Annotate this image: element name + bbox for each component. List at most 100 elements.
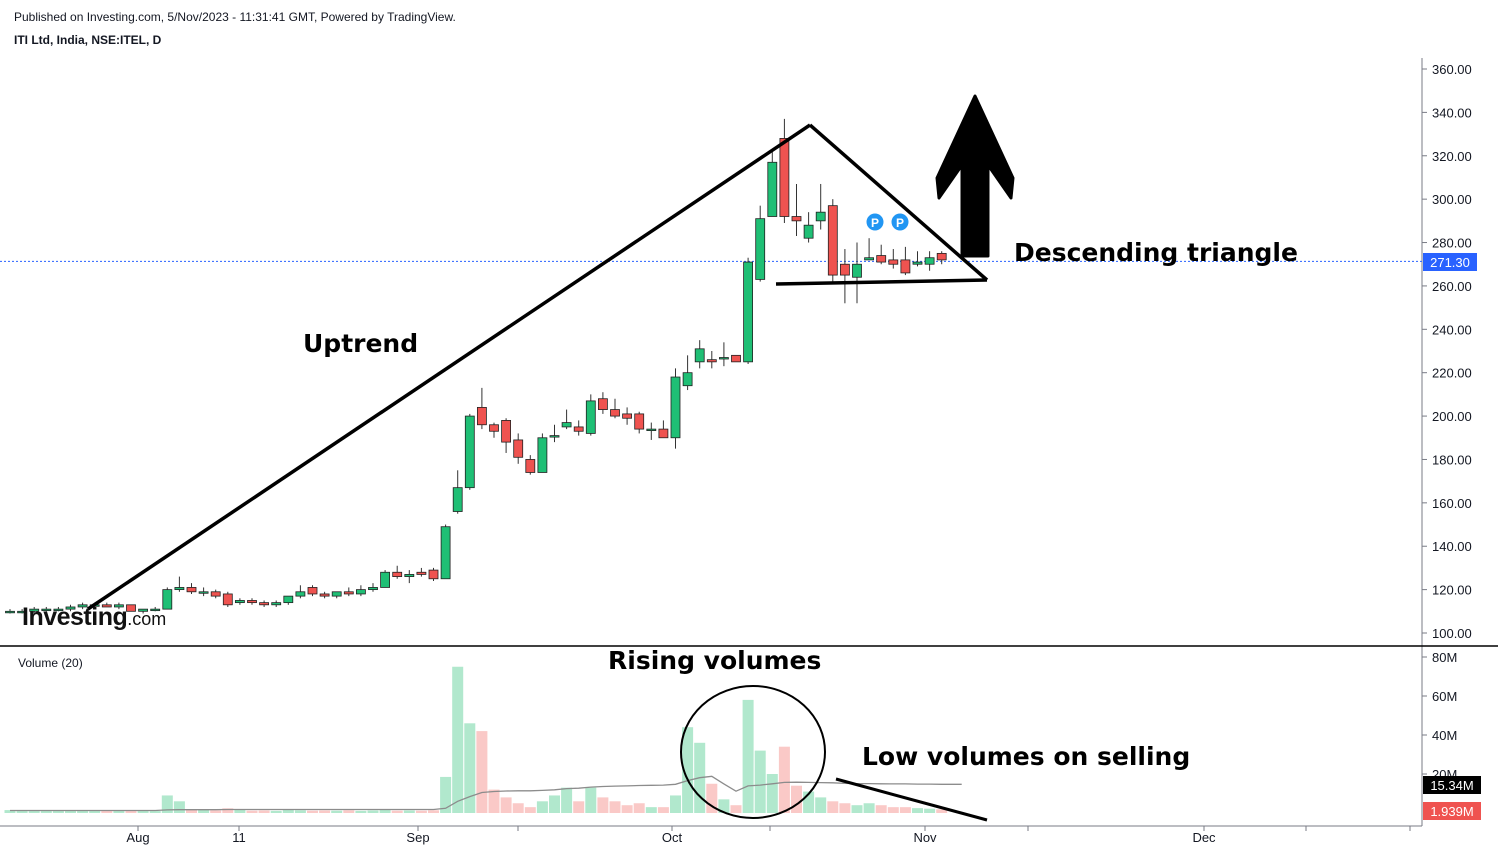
volume-bar <box>536 801 548 813</box>
svg-text:1.939M: 1.939M <box>1430 804 1473 819</box>
candle-up <box>29 608 40 612</box>
volume-bar <box>101 810 113 813</box>
volume-label: Volume (20) <box>18 656 83 670</box>
symbol-title: ITI Ltd, India, NSE:ITEL, D <box>14 33 162 47</box>
pivot-marker[interactable]: P <box>891 213 909 231</box>
volume-bar <box>52 810 64 813</box>
candle-down <box>827 205 838 276</box>
volume-bar <box>319 810 331 813</box>
volume-bar <box>307 810 318 813</box>
volume-bar <box>682 727 694 813</box>
price-tick-label: 220.00 <box>1432 366 1472 381</box>
volume-bar <box>827 801 839 813</box>
candle-up <box>440 526 451 580</box>
svg-text:P: P <box>871 216 879 230</box>
volume-bar <box>186 809 197 813</box>
candle-down <box>900 259 911 274</box>
volume-bar <box>936 809 948 813</box>
price-tick-label: 240.00 <box>1432 322 1472 337</box>
uptrend-label: Uptrend <box>303 329 418 358</box>
volume-bar <box>815 797 827 813</box>
rising-volumes-circle <box>680 685 826 819</box>
svg-text:15.34M: 15.34M <box>1430 778 1473 793</box>
volume-bar <box>512 803 524 813</box>
volume-sma-line <box>10 775 962 812</box>
volume-bar <box>476 731 488 813</box>
candle-up <box>295 591 306 597</box>
candle-up <box>198 591 209 594</box>
volume-bar <box>633 803 645 813</box>
price-tick-label: 120.00 <box>1432 583 1472 598</box>
candle-up <box>864 257 874 261</box>
volume-bar <box>65 810 76 813</box>
candle-down <box>791 216 802 222</box>
volume-bars <box>4 666 948 813</box>
volume-bar <box>355 810 367 813</box>
candle-down <box>634 413 645 430</box>
candle-up <box>755 218 766 280</box>
volume-bar <box>609 801 621 813</box>
candle-up <box>234 600 245 604</box>
volume-bar <box>488 789 500 813</box>
candle-up <box>5 610 15 614</box>
price-tick-label: 340.00 <box>1432 105 1472 120</box>
candle-up <box>283 595 294 604</box>
volume-bar <box>391 810 403 813</box>
volume-bar <box>924 808 936 813</box>
candle-down <box>622 413 632 419</box>
candle-up <box>646 428 657 431</box>
candle-up <box>912 261 923 265</box>
volume-bar <box>791 785 802 813</box>
volume-bar <box>670 795 681 813</box>
breakout-arrow-icon <box>935 94 1015 258</box>
time-tick-label: Sep <box>406 830 429 845</box>
candle-up <box>17 610 28 614</box>
candle-down <box>936 252 947 261</box>
candle-down <box>598 398 608 410</box>
last-volume-badge: 15.34M <box>1423 776 1481 794</box>
candle-down <box>731 354 741 363</box>
volume-bar <box>113 810 125 813</box>
volume-bar <box>621 805 633 813</box>
volume-bar <box>161 795 173 813</box>
candle-down <box>319 593 330 597</box>
price-tick-label: 320.00 <box>1432 149 1472 164</box>
volume-bar <box>379 809 391 813</box>
volume-bar <box>343 810 355 813</box>
volume-bar <box>778 746 790 813</box>
candle-up <box>537 437 548 473</box>
volume-bar <box>863 803 875 813</box>
volume-bar <box>258 810 270 813</box>
low-volumes-label: Low volumes on selling <box>862 742 1190 771</box>
candle-down <box>658 428 669 439</box>
time-tick-label: Nov <box>913 830 937 845</box>
candle-down <box>307 587 318 595</box>
volume-bar <box>89 810 101 813</box>
candle-down <box>876 255 887 263</box>
candle-down <box>706 359 717 363</box>
candle-up <box>368 587 378 591</box>
volume-bar <box>367 810 379 813</box>
volume-bar <box>645 807 657 813</box>
volume-bar <box>149 811 161 813</box>
candle-up <box>174 587 185 591</box>
volume-bar <box>234 809 246 813</box>
volume-bar <box>40 810 52 813</box>
time-tick-label: Aug <box>126 830 149 845</box>
volume-bar <box>137 810 149 813</box>
candle-up <box>77 604 88 608</box>
descending-triangle-support <box>775 278 988 286</box>
candle-up <box>65 606 76 610</box>
price-tick-label: 300.00 <box>1432 192 1472 207</box>
volume-bar <box>270 810 282 813</box>
published-info: Published on Investing.com, 5/Nov/2023 -… <box>14 10 456 24</box>
volume-bar <box>597 797 609 813</box>
volume-bar <box>803 791 815 813</box>
pivot-marker[interactable]: P <box>866 213 884 231</box>
candle-down <box>840 263 850 276</box>
volume-bar <box>440 776 452 813</box>
volume-bar <box>294 810 306 813</box>
candle-up <box>404 574 415 578</box>
